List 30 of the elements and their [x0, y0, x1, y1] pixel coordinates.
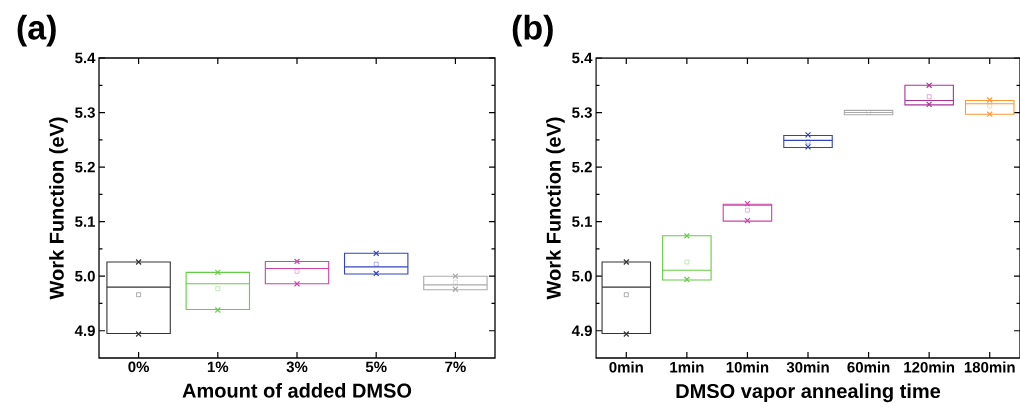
x-tick-label: 3%	[286, 361, 308, 373]
y-tick-label: 5.0	[572, 270, 592, 282]
y-tick-label: 5.1	[75, 216, 96, 227]
chart-title: (a)	[17, 14, 56, 47]
x-tick-label: 180min	[964, 361, 1015, 373]
y-axis-title: Work Function (eV)	[49, 117, 68, 300]
y-tick-label: 5.3	[75, 107, 95, 118]
y-tick-label: 5.3	[572, 107, 592, 118]
y-tick-label: 5.4	[572, 52, 593, 64]
x-tick-label: 7%	[445, 361, 466, 373]
y-tick-label: 5.2	[75, 161, 95, 173]
x-tick-label: 1min	[670, 361, 704, 373]
y-tick-label: 5.0	[75, 270, 95, 282]
x-tick-label: 30min	[786, 361, 829, 373]
y-tick-label: 5.1	[572, 216, 593, 227]
x-axis-title: Amount of added DMSO	[182, 383, 412, 398]
y-axis-title: Work Function (eV)	[546, 117, 565, 300]
y-tick-label: 5.2	[572, 161, 592, 173]
x-tick-label: 10min	[726, 361, 769, 373]
x-tick-label: 0min	[609, 361, 643, 373]
y-tick-label: 4.9	[571, 325, 592, 337]
x-tick-label: 5%	[365, 361, 387, 373]
x-tick-label: 120min	[904, 361, 955, 373]
y-tick-label: 4.9	[74, 325, 95, 337]
chart-title: (b)	[512, 14, 553, 47]
y-tick-label: 5.4	[75, 52, 96, 64]
x-tick-label: 1%	[207, 361, 229, 373]
x-tick-label: 60min	[847, 361, 890, 373]
x-tick-label: 0%	[128, 361, 150, 373]
x-axis-title: DMSO vapor annealing time	[676, 383, 941, 403]
